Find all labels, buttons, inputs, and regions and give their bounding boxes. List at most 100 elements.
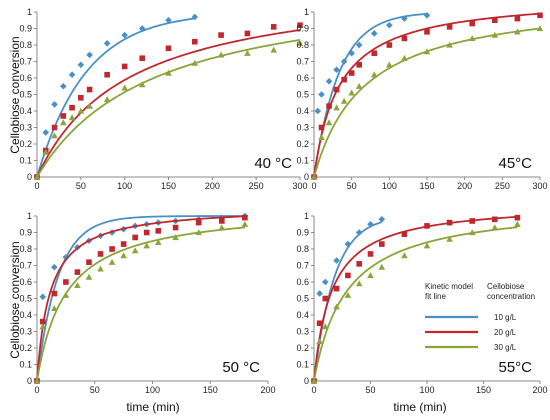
panel-bottom-right-point-triangle [322,323,329,330]
panel-top-right-point-square [492,17,498,24]
panel-top-right-y-tick-label: 0.7 [296,57,309,67]
panel-bottom-right-point-square [469,218,475,224]
legend-header-concentration-1: Cellobiose [487,282,525,291]
panel-bottom-right-x-tick-label: 150 [476,385,491,395]
panel-bottom-left-point-square [109,246,115,252]
panel-top-right-point-square [446,24,453,30]
panel-bottom-right-point-square [401,231,408,237]
panel-top-right-point-diamond [401,15,408,22]
panel-bottom-left-point-square [39,318,46,325]
panel-top-right-point-square [371,50,378,57]
panel-top-left-x-tick-label: 300 [292,181,307,191]
panel-top-right-x-tick-label: 150 [419,181,434,191]
panel-top-right-point-triangle [401,54,408,61]
panel-top-right-point-square [386,42,393,48]
panel-bottom-left-y-tick-label: 0.3 [19,327,32,337]
panel-bottom-left-point-square [195,219,202,226]
panel-bottom-right-point-square [316,320,323,327]
panel-top-left-point-square [104,71,110,78]
legend-header-concentration-2: concentration [487,292,535,301]
panel-bottom-right-point-triangle [401,252,408,259]
panel-top-right-y-tick-label: 0.1 [296,156,309,166]
panel-bottom-right-point-triangle [333,303,340,310]
panel-top-right-point-triangle [491,31,499,38]
legend-header-fit-line-1: Kinetic model [425,282,473,291]
panel-top-left-point-square [51,124,58,131]
panel-top-right: 0 0.1 0.2 0.3 0.4 0.5 0.6 0.7 0.8 0.9 1 0 50 100 150 20… [296,7,547,191]
panel-top-right-point-diamond [314,107,322,115]
panel-top-left-y-tick-label: 0 [27,172,32,182]
panel-top-right-point-triangle [370,71,378,78]
panel-bottom-right-point-diamond [316,290,323,297]
panel-bottom-left-point-triangle [74,282,81,288]
panel-bottom-right-point-triangle [316,338,323,345]
panel-top-right-point-triangle [386,61,393,68]
panel-top-left-point-triangle [296,40,304,46]
panel-bottom-right-point-diamond [378,216,386,223]
panel-bottom-left-point-square [63,279,69,285]
panel-bottom-right-y-tick-label: 0 [304,376,309,386]
panel-top-left-point-triangle [103,96,111,103]
panel-bottom-right-point-triangle [514,220,521,227]
panel-bottom-left-point-triangle [39,323,47,330]
panel-bottom-left-point-triangle [97,265,104,272]
panel-top-left-point-triangle [121,84,128,91]
panel-top-right-y-tick-label: 0.2 [296,139,309,149]
panel-bottom-left-y-tick-label: 0.6 [19,277,32,287]
panel-bottom-right-point-triangle [423,242,431,249]
panel-bottom-right-point-diamond [322,278,329,286]
panel-bottom-right-y-tick-label: 0.9 [296,228,309,238]
panel-top-right-point-diamond [423,12,431,19]
panel-top-right-point-square [401,35,408,42]
panel-top-right-y-tick-label: 0.5 [296,90,309,100]
panel-bottom-right-x-tick-label: 50 [365,385,375,395]
panel-bottom-left-point-square [242,214,248,221]
panel-top-left-y-tick-label: 0.3 [19,123,32,133]
panel-bottom-right-point-square [514,214,521,221]
panel-bottom-left-point-triangle [172,234,179,241]
panel-top-left-point-diamond [77,61,85,69]
panel-bottom-left-point-square [172,224,179,231]
panel-bottom-left-point-square [132,234,138,241]
panel-top-right-point-triangle [536,25,544,32]
panel-top-right-point-triangle [468,35,476,42]
panel-bottom-left: 0 0.1 0.2 0.3 0.4 0.5 0.6 0.7 0.8 0.9 1 0 50 100 150 20… [19,211,275,395]
panel-bottom-left-point-triangle [218,224,226,231]
panel-top-right-point-triangle [325,119,333,126]
panel-top-left-temperature-label: 40 °C [254,155,292,172]
panel-bottom-right-y-tick-label: 0.5 [296,294,309,304]
panel-bottom-right-point-diamond [355,229,363,236]
panel-top-left-point-square [69,104,75,111]
panel-top-left-point-diamond [86,51,93,59]
panel-bottom-right-fit-line-square [313,215,518,382]
panel-top-right-point-square [469,20,475,27]
panel-bottom-right-y-tick-label: 0.3 [296,327,309,337]
panel-bottom-left-x-tick-label: 50 [90,385,100,395]
panel-top-left-point-diamond [191,13,199,21]
panel-bottom-right-point-square [379,241,385,247]
panel-top-right-point-square [348,70,355,76]
panel-top-right-temperature-label: 45°C [498,155,532,172]
panel-top-right-y-tick-label: 0.8 [296,40,309,50]
panel-top-right-point-triangle [333,104,340,111]
panel-bottom-left-y-tick-label: 1 [27,211,32,221]
x-axis-title-left: time (min) [126,400,179,414]
panel-top-left-point-triangle [60,119,67,126]
panel-top-left-point-square [121,63,128,70]
panel-bottom-right-point-triangle [446,235,453,242]
panel-top-right-point-triangle [514,28,521,35]
panel-bottom-left-point-diamond [39,293,47,301]
panel-top-left-point-square [297,22,303,28]
panel-top-left-point-diamond [138,25,146,32]
panel-bottom-right-point-square [322,295,329,302]
panel-bottom-right-fit-line-triangle [313,226,518,382]
panel-top-right-x-tick-label: 50 [347,181,357,191]
panel-bottom-left-point-triangle [195,229,202,236]
panel-top-left-point-triangle [42,148,50,155]
x-axis-title-right: time (min) [393,400,446,414]
panel-top-left-x-tick-label: 0 [34,181,39,191]
panel-top-right-point-diamond [386,21,393,29]
panel-top-right-point-diamond [325,78,333,85]
panel-top-left-point-diamond [103,40,111,47]
